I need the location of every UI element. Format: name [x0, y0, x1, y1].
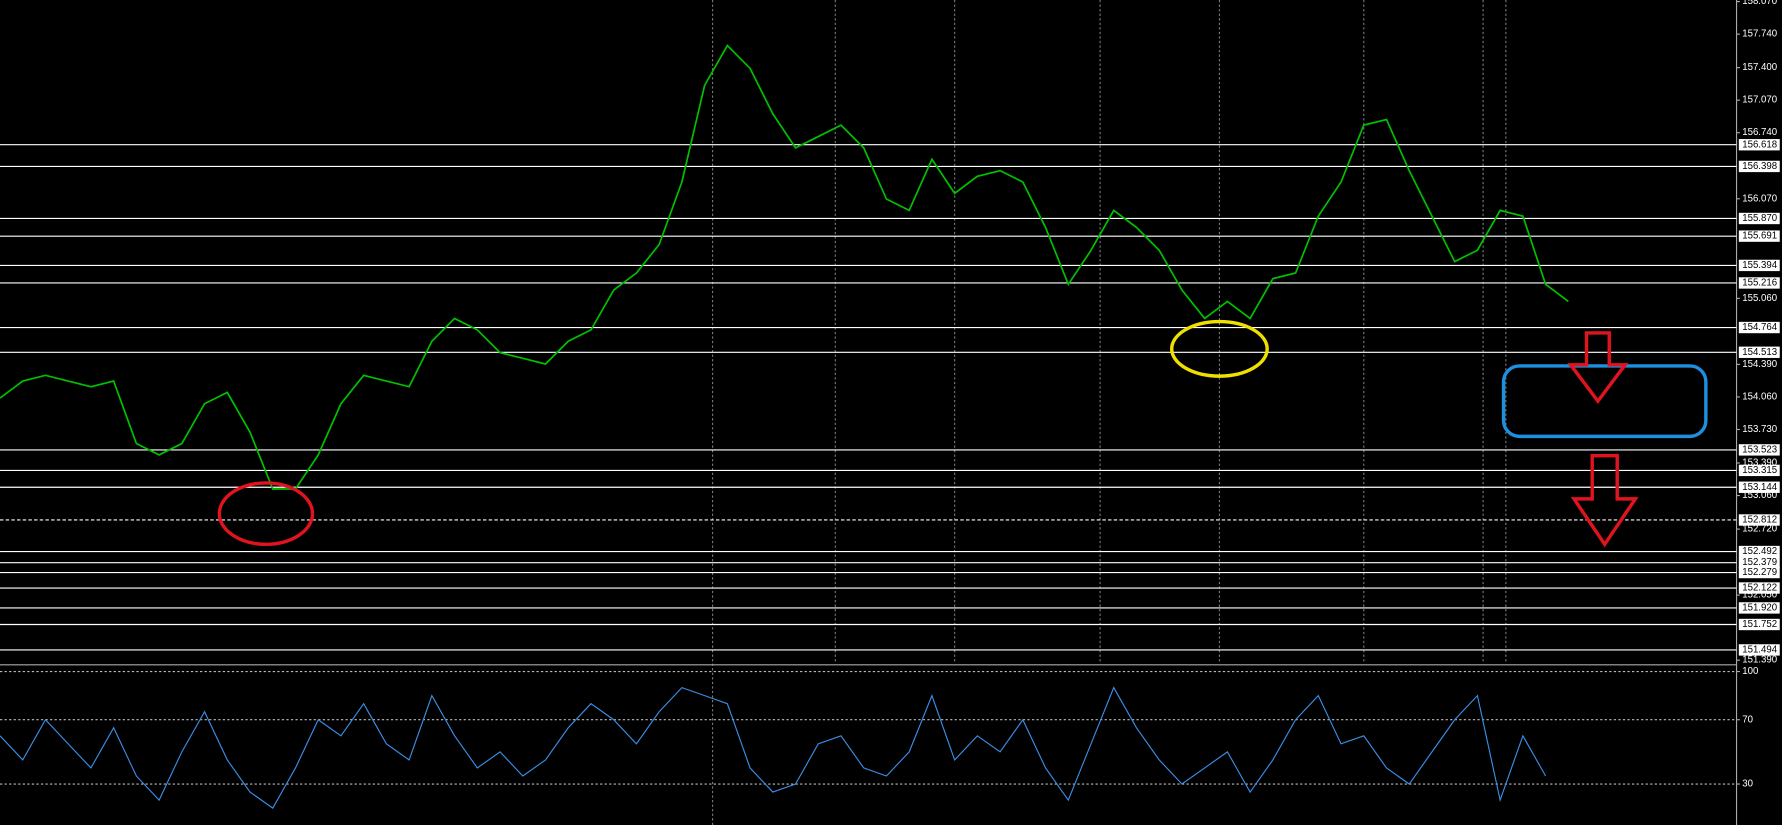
level-label: 156.398: [1742, 161, 1777, 172]
highlight-ellipse: [1170, 319, 1269, 378]
level-label-box: [1738, 514, 1780, 526]
level-label: 155.394: [1742, 260, 1777, 271]
y-tick-label: 70: [1742, 714, 1753, 725]
y-tick-label: 157.740: [1742, 29, 1777, 40]
level-label: 156.618: [1742, 139, 1777, 150]
down-arrow: [1567, 331, 1629, 404]
level-label: 153.523: [1742, 444, 1777, 455]
level-label-box: [1738, 481, 1780, 493]
level-label: 152.279: [1742, 567, 1777, 578]
level-label: 153.315: [1742, 465, 1777, 476]
down-arrow: [1570, 453, 1639, 548]
y-tick-label: 152.720: [1742, 524, 1777, 535]
y-tick-label: 155.060: [1742, 293, 1777, 304]
highlight-ellipse: [217, 481, 315, 547]
level-label-box: [1738, 346, 1780, 358]
level-label: 152.492: [1742, 546, 1777, 557]
level-label-box: [1738, 566, 1780, 579]
level-label-box: [1738, 464, 1780, 477]
level-label: 152.122: [1742, 583, 1777, 594]
y-tick-label: 153.390: [1742, 458, 1777, 469]
level-label-box: [1738, 545, 1780, 558]
level-label-box: [1738, 212, 1780, 225]
level-label: 151.494: [1742, 644, 1777, 655]
series-line: [0, 44, 1569, 490]
target-zone: [1501, 364, 1708, 439]
level-label-box: [1738, 139, 1780, 151]
level-label-box: [1738, 160, 1780, 173]
level-label-box: [1738, 582, 1780, 594]
level-label: 155.216: [1742, 278, 1777, 289]
level-label: 155.691: [1742, 231, 1777, 242]
level-label-box: [1738, 259, 1780, 272]
level-label-box: [1738, 444, 1780, 456]
y-tick-label: 30: [1742, 779, 1753, 790]
level-label: 154.513: [1742, 347, 1777, 358]
level-label: 153.144: [1742, 482, 1777, 493]
level-label: 151.920: [1742, 602, 1777, 613]
y-tick-label: 152.050: [1742, 590, 1777, 601]
y-tick-label: 156.740: [1742, 127, 1777, 138]
level-label: 152.812: [1742, 515, 1777, 526]
y-tick-label: 154.390: [1742, 359, 1777, 370]
y-tick-label: 153.730: [1742, 424, 1777, 435]
y-tick-label: 157.400: [1742, 62, 1777, 73]
series-line: [0, 686, 1547, 809]
level-label-box: [1738, 230, 1780, 242]
level-label-box: [1738, 618, 1780, 631]
level-label-box: [1738, 602, 1780, 614]
y-tick-label: 154.060: [1742, 391, 1777, 402]
y-tick-label: 157.070: [1742, 95, 1777, 106]
y-tick-label: 156.070: [1742, 193, 1777, 204]
y-tick-label: 153.060: [1742, 490, 1777, 501]
level-label: 152.379: [1742, 557, 1777, 568]
level-label-box: [1738, 321, 1780, 334]
level-label: 154.764: [1742, 322, 1777, 333]
y-tick-label: 100: [1742, 666, 1758, 677]
level-label-box: [1738, 556, 1780, 569]
time-separators: [712, 0, 1507, 825]
level-label-box: [1738, 644, 1780, 656]
labels: 158.070 157.740 157.400 157.070 156.740 156.0…: [1736, 0, 1780, 790]
y-tick-label: 158.070: [1742, 0, 1777, 7]
level-label: 151.752: [1742, 619, 1777, 630]
level-label: 155.870: [1742, 213, 1777, 224]
y-tick-label: 151.390: [1742, 655, 1777, 666]
level-label-box: [1738, 277, 1780, 289]
